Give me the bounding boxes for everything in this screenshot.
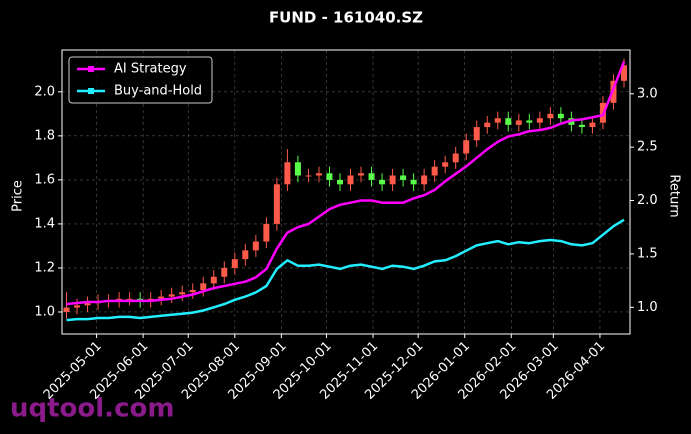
- plot-frame: [61, 49, 631, 335]
- candle-body: [400, 175, 407, 180]
- return-line: [66, 218, 625, 322]
- candle-body: [305, 175, 312, 177]
- y-tick-label: 2.0: [34, 84, 55, 99]
- candle-body: [389, 175, 396, 185]
- candle-body: [431, 166, 438, 176]
- y2-tick-label: 2.5: [637, 140, 658, 155]
- candle-body: [589, 122, 596, 128]
- y2-axis-label: Return: [667, 174, 682, 217]
- y2-tick-label: 1.0: [637, 300, 658, 315]
- candle-body: [189, 289, 196, 293]
- watermark: uqtool.com: [10, 394, 174, 424]
- candle-body: [200, 283, 207, 290]
- candle-body: [336, 179, 343, 185]
- y-tick-label: 1.6: [34, 172, 55, 187]
- candle-body: [526, 120, 533, 123]
- candle-body: [252, 241, 259, 251]
- candle-body: [347, 175, 354, 185]
- candle-body: [379, 179, 386, 185]
- candle-body: [326, 173, 333, 180]
- legend-marker: [88, 88, 94, 94]
- candle-body: [284, 162, 291, 185]
- candle-body: [557, 113, 564, 119]
- legend-label: Buy-and-Hold: [114, 84, 202, 99]
- candle-body: [536, 118, 543, 123]
- candle-body: [294, 162, 301, 176]
- candle-body: [84, 303, 91, 306]
- y-tick-label: 1.4: [34, 216, 55, 231]
- candle-body: [263, 223, 270, 242]
- legend-label: AI Strategy: [114, 62, 187, 77]
- candle-body: [452, 153, 459, 163]
- y-tick-label: 1.2: [34, 260, 55, 275]
- y-tick-label: 1.8: [34, 128, 55, 143]
- candle-body: [126, 298, 133, 300]
- candle-body: [515, 120, 522, 125]
- candle-body: [242, 250, 249, 260]
- candle-body: [484, 122, 491, 128]
- candle-body: [63, 307, 70, 312]
- candle-body: [620, 65, 627, 81]
- candle-body: [578, 124, 585, 128]
- candle-body: [505, 118, 512, 125]
- candle-body: [221, 267, 228, 277]
- candle-body: [231, 259, 238, 268]
- candle-body: [463, 140, 470, 154]
- candle-body: [410, 179, 417, 185]
- y-axis-label: Price: [11, 180, 26, 212]
- candle-body: [179, 292, 186, 295]
- candle-body: [494, 118, 501, 123]
- candle-body: [358, 173, 365, 176]
- y2-tick-label: 1.5: [637, 246, 658, 261]
- legend-marker: [88, 66, 94, 72]
- candle-body: [368, 173, 375, 180]
- legend: AI Strategy Buy-and-Hold: [68, 56, 213, 104]
- candle-body: [74, 305, 81, 308]
- candle-body: [547, 113, 554, 119]
- candle-body: [442, 162, 449, 167]
- plot-area: [62, 50, 630, 334]
- y2-tick-label: 2.0: [637, 193, 658, 208]
- candle-body: [210, 276, 217, 284]
- candle-body: [421, 175, 428, 185]
- candle-body: [158, 296, 165, 299]
- candle-body: [168, 294, 175, 297]
- candle-body: [315, 173, 322, 176]
- chart-title: FUND - 161040.SZ: [269, 9, 423, 27]
- y-tick-label: 1.0: [34, 304, 55, 319]
- candle-body: [473, 127, 480, 141]
- candle-body: [273, 184, 280, 224]
- y2-tick-label: 3.0: [637, 86, 658, 101]
- return-line: [66, 61, 626, 306]
